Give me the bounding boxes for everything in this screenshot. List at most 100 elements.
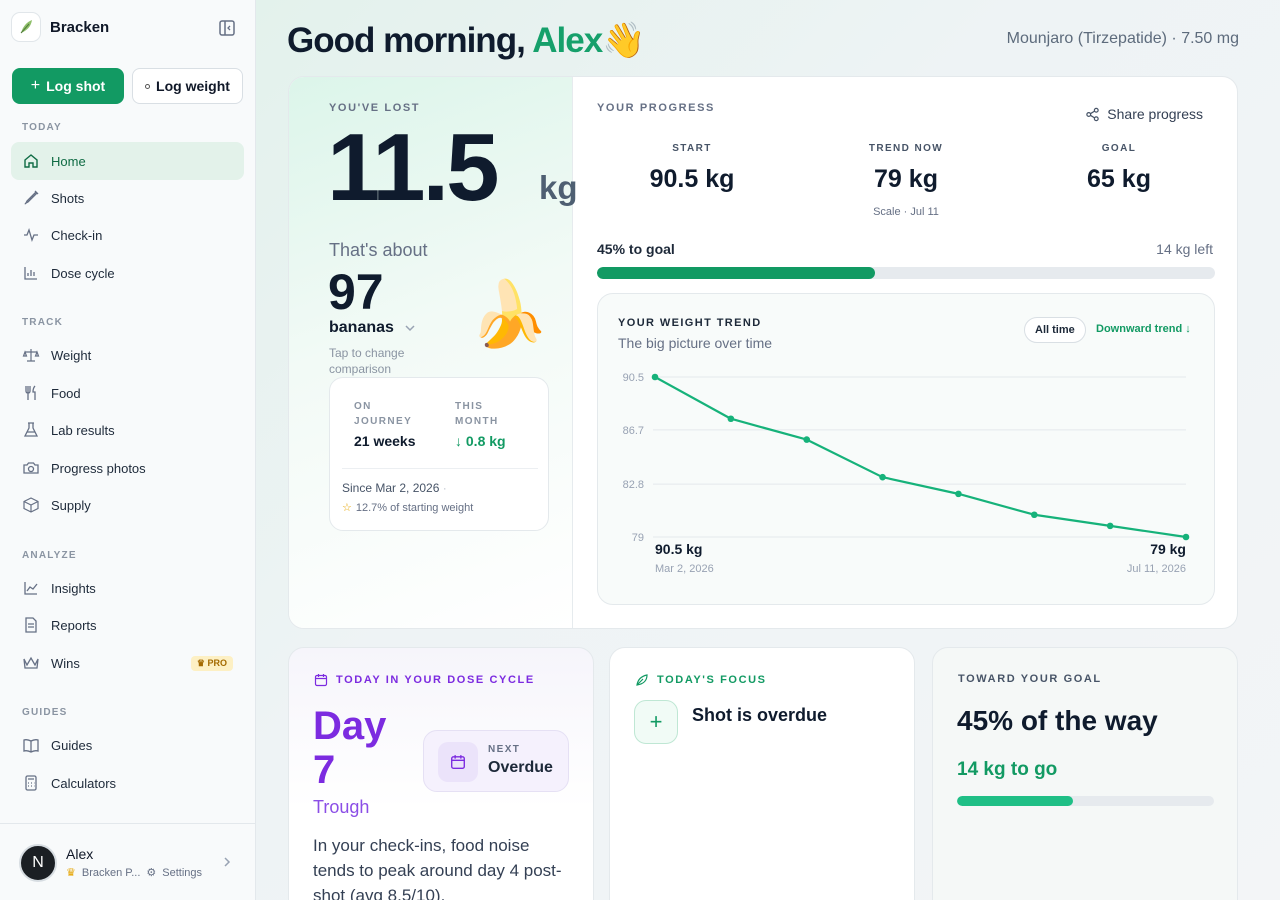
sidebar-item-dose-cycle[interactable]: Dose cycle — [11, 254, 244, 292]
camera-icon — [23, 462, 39, 474]
data-point — [1106, 522, 1114, 530]
about-label: That's about — [329, 240, 428, 260]
comparison-selector[interactable]: bananas — [329, 319, 416, 337]
comparison-item: bananas — [329, 319, 394, 336]
sidebar-item-lab-results[interactable]: Lab results — [11, 411, 244, 449]
next-label: NEXT — [488, 744, 521, 755]
goal-percent: 45% of the way — [957, 705, 1158, 736]
kg-left-label: 14 kg left — [1156, 241, 1213, 257]
goal-card-progress-bar — [957, 796, 1214, 806]
user-menu[interactable]: N Alex ♛ Bracken P... ⚙ Settings — [0, 823, 256, 900]
goal-progress-bar — [597, 267, 1215, 279]
collapse-sidebar-icon[interactable] — [218, 19, 236, 37]
y-tick-label: 82.8 — [623, 479, 644, 491]
toward-goal-title: TOWARD YOUR GOAL — [958, 673, 1102, 685]
brand[interactable]: Bracken — [11, 12, 109, 42]
sidebar-item-reports[interactable]: Reports — [11, 606, 244, 644]
data-point — [1030, 511, 1038, 519]
lost-value: 11.5 — [327, 114, 500, 221]
log-weight-label: Log weight — [156, 78, 230, 94]
sidebar-item-label: Check-in — [51, 227, 103, 243]
start-date-label: Mar 2, 2026 — [655, 563, 714, 575]
this-month-label: THIS MONTH — [455, 401, 499, 427]
share-progress-button[interactable]: Share progress — [1085, 106, 1203, 122]
share-icon — [1086, 107, 1100, 121]
sidebar-item-label: Guides — [51, 737, 93, 753]
weight-trend-card: YOUR WEIGHT TREND The big picture over t… — [597, 293, 1215, 605]
weight-lost-panel: YOU'VE LOST 11.5 kg That's about 97 bana… — [289, 77, 578, 628]
data-point — [727, 415, 735, 423]
end-date-label: Jul 11, 2026 — [1127, 563, 1186, 575]
syringe-icon — [24, 190, 39, 205]
trend-sub: Scale · Jul 11 — [873, 206, 939, 218]
sidebar-item-shots[interactable]: Shots — [11, 179, 244, 217]
sidebar-item-home[interactable]: Home — [11, 142, 244, 180]
progress-label: YOUR PROGRESS — [597, 102, 715, 114]
settings-link[interactable]: Settings — [162, 866, 202, 879]
range-all-time-button[interactable]: All time — [1024, 317, 1086, 343]
dose-cycle-card[interactable]: TODAY IN YOUR DOSE CYCLE Day 7 Trough NE… — [288, 647, 594, 900]
bar-chart-icon — [24, 267, 37, 280]
data-point — [803, 436, 811, 443]
trend-subtitle: The big picture over time — [618, 335, 773, 351]
box-icon — [23, 497, 39, 513]
banana-emoji[interactable]: 🍌 — [469, 278, 549, 350]
sidebar-item-guides[interactable]: Guides — [11, 726, 244, 764]
greeting: Good morning, Alex👋 — [287, 21, 646, 60]
scale-dot-icon — [145, 83, 151, 89]
leaf-icon — [636, 674, 648, 686]
tap-hint: Tap to change comparison — [329, 346, 405, 376]
log-weight-button[interactable]: Log weight — [132, 68, 243, 104]
sidebar-item-calculators[interactable]: Calculators — [11, 764, 244, 802]
end-value-label: 79 kg — [1150, 541, 1186, 557]
log-shot-label: Log shot — [46, 78, 106, 94]
lost-unit: kg — [539, 169, 578, 206]
trend-metric: TREND NOW 79 kg Scale · Jul 11 — [826, 143, 986, 218]
trend-title: YOUR WEIGHT TREND — [618, 317, 762, 329]
log-overdue-shot-button[interactable]: + — [634, 700, 678, 744]
document-icon — [25, 617, 37, 633]
section-track: TRACK — [22, 317, 63, 328]
sidebar-item-label: Supply — [51, 497, 91, 513]
plan-name: Bracken P... — [81, 866, 141, 879]
scale-icon — [22, 349, 40, 362]
goal-metric: GOAL 65 kg — [1039, 143, 1199, 194]
sidebar-item-label: Progress photos — [51, 460, 146, 476]
cycle-phase: Trough — [313, 797, 370, 817]
data-point — [1182, 533, 1190, 541]
this-month-value: ↓ 0.8 kg — [455, 433, 506, 449]
data-point — [955, 490, 962, 498]
start-metric: START 90.5 kg — [612, 143, 772, 194]
sidebar-item-label: Lab results — [51, 422, 115, 438]
flask-icon — [23, 422, 39, 437]
share-label: Share progress — [1107, 106, 1203, 122]
star-icon: ☆ — [342, 502, 352, 514]
trend-value: 79 kg — [874, 165, 938, 193]
log-shot-button[interactable]: + Log shot — [12, 68, 124, 104]
medication-label: Mounjaro (Tirzepatide) · 7.50 mg — [1006, 30, 1239, 47]
sidebar-item-weight[interactable]: Weight — [11, 336, 244, 374]
sidebar-item-progress-photos[interactable]: Progress photos — [11, 449, 244, 487]
calendar-icon — [314, 674, 328, 687]
calculator-icon — [25, 775, 37, 791]
since-date: Since Mar 2, 2026 · — [342, 481, 447, 495]
sidebar-item-food[interactable]: Food — [11, 374, 244, 412]
calendar-icon — [438, 742, 478, 782]
chevron-right-icon — [224, 857, 231, 867]
book-icon — [23, 739, 39, 753]
sidebar-item-label: Food — [51, 385, 81, 401]
user-name: Alex — [66, 846, 94, 862]
hero-card: YOU'VE LOST 11.5 kg That's about 97 bana… — [288, 76, 1238, 629]
sidebar-item-checkin[interactable]: Check-in — [11, 216, 244, 254]
dose-cycle-title: TODAY IN YOUR DOSE CYCLE — [314, 673, 535, 687]
trend-line — [654, 376, 1187, 539]
data-point — [651, 373, 659, 381]
sidebar-item-insights[interactable]: Insights — [11, 569, 244, 607]
y-tick-label: 79 — [632, 532, 644, 544]
utensils-icon — [25, 385, 36, 400]
next-value: Overdue — [488, 759, 553, 776]
sidebar-item-wins[interactable]: Wins ♛ PRO — [11, 644, 244, 682]
plus-icon: + — [30, 77, 41, 94]
sidebar-item-supply[interactable]: Supply — [11, 486, 244, 524]
sidebar-item-label: Shots — [51, 190, 85, 206]
